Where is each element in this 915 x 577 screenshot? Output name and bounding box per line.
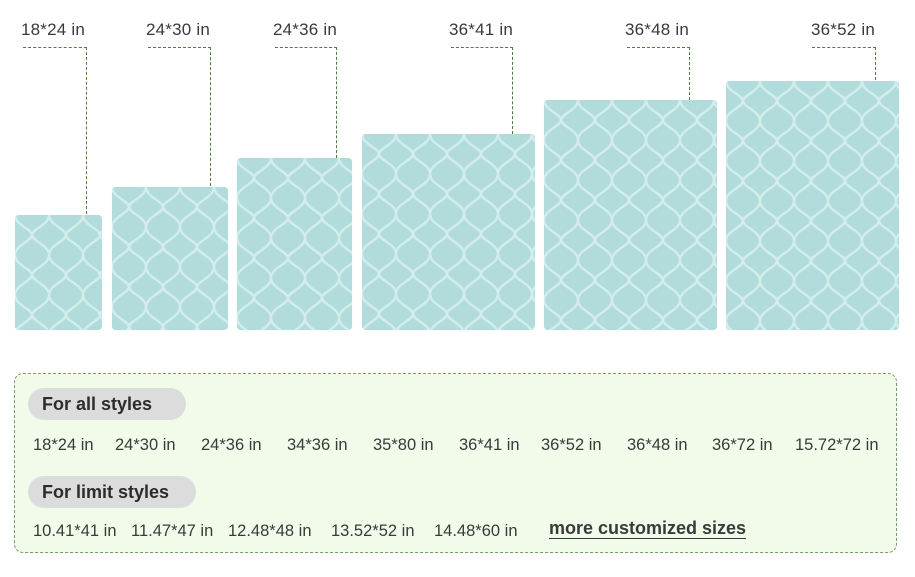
size-option[interactable]: 11.47*47 in bbox=[131, 522, 214, 540]
size-label-18x24: 18*24 in bbox=[21, 20, 85, 39]
leader-line bbox=[451, 47, 513, 48]
rug-36x52 bbox=[726, 81, 899, 330]
size-option[interactable]: 14.48*60 in bbox=[434, 522, 518, 540]
all-styles-heading: For all styles bbox=[28, 388, 186, 420]
leader-line bbox=[812, 47, 876, 48]
leader-line bbox=[336, 47, 337, 158]
more-customized-sizes-link[interactable]: more customized sizes bbox=[549, 518, 747, 538]
size-option[interactable]: 12.48*48 in bbox=[228, 522, 312, 540]
size-option[interactable]: 24*36 in bbox=[201, 436, 262, 454]
all-styles-size-list: 18*24 in 24*30 in 24*36 in 34*36 in 35*8… bbox=[15, 436, 896, 458]
size-option[interactable]: 13.52*52 in bbox=[331, 522, 415, 540]
size-option[interactable]: 10.41*41 in bbox=[33, 522, 117, 540]
size-option[interactable]: 24*30 in bbox=[115, 436, 176, 454]
size-label-36x52: 36*52 in bbox=[811, 20, 875, 39]
leader-line bbox=[86, 47, 87, 214]
sizes-panel: For all styles 18*24 in 24*30 in 24*36 i… bbox=[14, 373, 897, 553]
size-option[interactable]: 34*36 in bbox=[287, 436, 348, 454]
size-label-24x30: 24*30 in bbox=[146, 20, 210, 39]
size-label-36x48: 36*48 in bbox=[625, 20, 689, 39]
rug-24x30 bbox=[112, 187, 228, 330]
leader-line bbox=[875, 47, 876, 80]
size-option[interactable]: 18*24 in bbox=[33, 436, 94, 454]
rug-18x24 bbox=[15, 215, 102, 330]
size-option[interactable]: 36*41 in bbox=[459, 436, 520, 454]
leader-line bbox=[627, 47, 690, 48]
rug-24x36 bbox=[237, 158, 352, 330]
leader-line bbox=[148, 47, 211, 48]
leader-line bbox=[689, 47, 690, 100]
limit-styles-heading: For limit styles bbox=[28, 476, 196, 508]
rug-36x48 bbox=[544, 100, 717, 330]
size-option[interactable]: 35*80 in bbox=[373, 436, 434, 454]
size-option[interactable]: 36*52 in bbox=[541, 436, 602, 454]
rug-36x41 bbox=[362, 134, 535, 330]
leader-line bbox=[275, 47, 337, 48]
size-option[interactable]: 36*72 in bbox=[712, 436, 773, 454]
size-option[interactable]: 36*48 in bbox=[627, 436, 688, 454]
leader-line bbox=[23, 47, 87, 48]
leader-line bbox=[512, 47, 513, 134]
leader-line bbox=[210, 47, 211, 186]
size-label-24x36: 24*36 in bbox=[273, 20, 337, 39]
size-option[interactable]: 15.72*72 in bbox=[795, 436, 879, 454]
limit-styles-size-list: 10.41*41 in 11.47*47 in 12.48*48 in 13.5… bbox=[15, 518, 896, 544]
size-label-36x41: 36*41 in bbox=[449, 20, 513, 39]
